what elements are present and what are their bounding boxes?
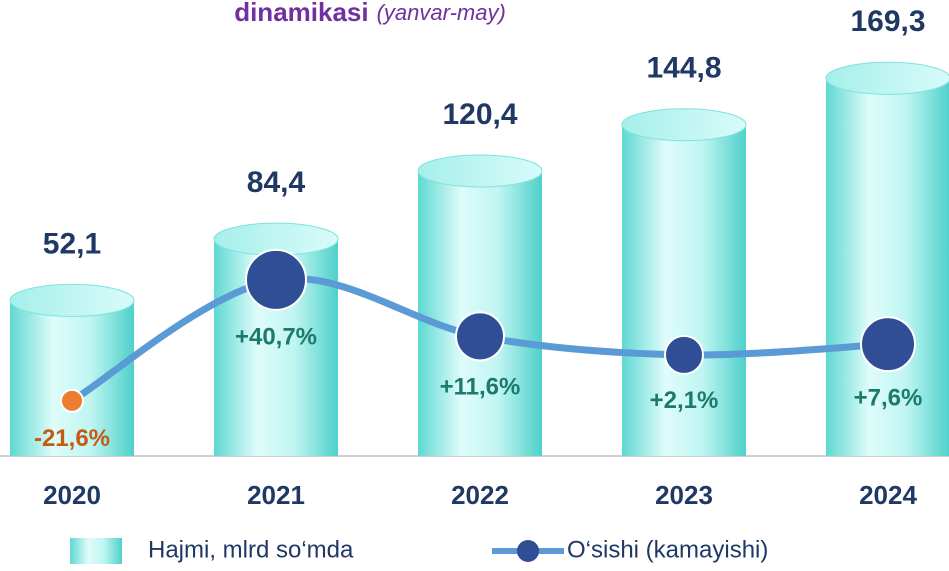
- bar: [622, 108, 746, 457]
- value-label: +2,1%: [650, 387, 719, 414]
- bar-top: [621, 108, 747, 142]
- marker: [60, 388, 84, 413]
- bar-top: [825, 61, 949, 95]
- value-label: 120,4: [442, 98, 517, 131]
- legend-swatch: [517, 540, 539, 562]
- value-label: +11,6%: [440, 374, 521, 401]
- subtitle: (yanvar-may): [377, 0, 506, 25]
- legend: Hajmi, mlrd so‘mda O‘sishi (kamayishi): [70, 536, 768, 564]
- value-label: -21,6%: [34, 425, 110, 452]
- marker: [455, 311, 505, 362]
- bar-top: [9, 283, 135, 317]
- legend-label: O‘sishi (kamayishi): [567, 536, 768, 563]
- x-tick-label: 2021: [247, 480, 305, 510]
- marker: [860, 316, 916, 373]
- legend-swatch: [70, 538, 122, 564]
- chart-title: dinamikasi (yanvar-may): [234, 0, 506, 27]
- x-tick-label: 2024: [859, 480, 917, 510]
- value-label: +40,7%: [235, 323, 317, 350]
- value-label: 144,8: [646, 52, 721, 85]
- bar: [826, 62, 949, 456]
- title: dinamikasi: [234, 0, 368, 27]
- x-tick-label: 2022: [451, 480, 509, 510]
- value-label: 52,1: [43, 227, 101, 260]
- marker: [245, 248, 307, 311]
- x-tick-label: 2023: [655, 480, 713, 510]
- value-label: +7,6%: [854, 385, 923, 412]
- value-label: 169,3: [850, 5, 925, 38]
- bar: [418, 154, 542, 457]
- bar: [10, 284, 134, 456]
- bar-top: [417, 154, 543, 188]
- marker: [664, 334, 704, 375]
- x-tick-label: 2020: [43, 480, 101, 510]
- value-label: 84,4: [247, 166, 306, 199]
- legend-label: Hajmi, mlrd so‘mda: [148, 536, 354, 563]
